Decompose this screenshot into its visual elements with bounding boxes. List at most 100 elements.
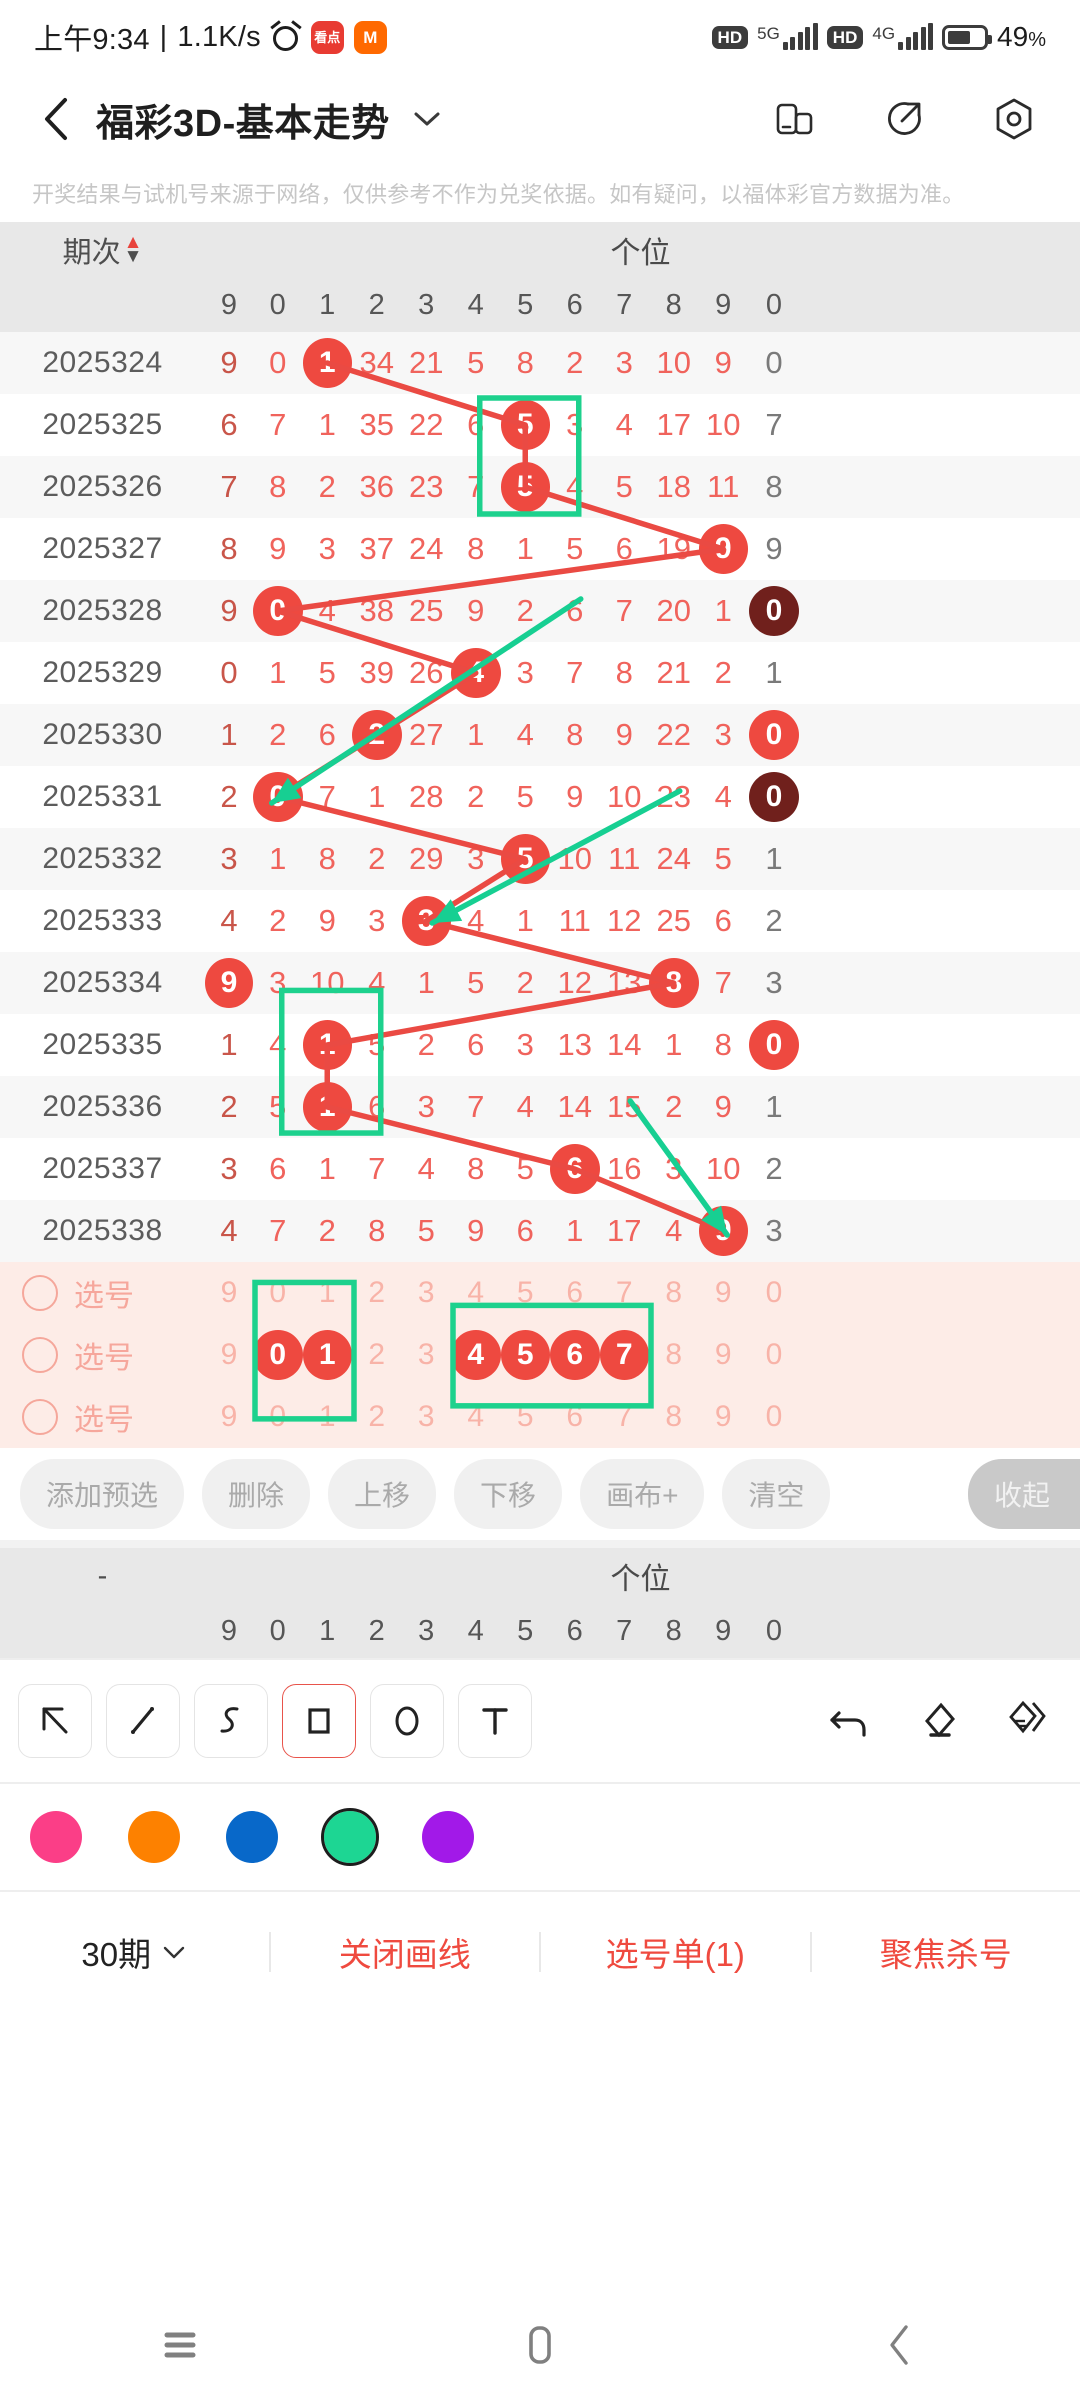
cell-3[interactable]: 22 (409, 407, 444, 442)
cell-8[interactable]: 20 (656, 593, 691, 628)
cell-5[interactable]: 5 (500, 394, 550, 456)
cell-6[interactable]: 8 (566, 717, 584, 752)
chip-收起[interactable]: 收起 (967, 1459, 1080, 1529)
cell-5[interactable]: 1 (516, 903, 534, 938)
cell-5[interactable]: 8 (516, 345, 534, 380)
cell-9[interactable]: 9 (698, 1200, 748, 1262)
cell-3[interactable]: 24 (409, 531, 444, 566)
table-row[interactable]: 2025335 1 4 1 5 2 6 3 13 14 1 8 0 (0, 1014, 1080, 1076)
cell-0[interactable]: 0 (269, 345, 287, 380)
cell-1[interactable]: 1 (318, 1151, 336, 1186)
share-icon[interactable] (880, 95, 928, 143)
cell-4[interactable]: 2 (467, 779, 485, 814)
cell-2[interactable]: 38 (359, 593, 394, 628)
cell-2[interactable]: 7 (368, 1151, 386, 1186)
cell-3[interactable]: 21 (409, 345, 444, 380)
cell-5[interactable]: 4 (516, 717, 534, 752)
table-row[interactable]: 2025325 6 7 1 35 22 6 5 3 4 17 10 7 (0, 394, 1080, 456)
cell-9[interactable]: 7 (714, 965, 732, 1000)
pick-cell-1[interactable]: 1 (302, 1324, 352, 1386)
cell-7[interactable]: 5 (615, 469, 633, 504)
cell-2[interactable]: 36 (359, 469, 394, 504)
cell-6[interactable]: 9 (566, 779, 584, 814)
sort-arrows-icon[interactable]: ▲ ▼ (123, 232, 143, 267)
cell-1[interactable]: 1 (302, 1076, 352, 1138)
pink-swatch[interactable] (30, 1811, 82, 1863)
cell-1[interactable]: 1 (302, 332, 352, 394)
pick-radio-icon[interactable] (22, 1337, 58, 1373)
clear-all-icon[interactable] (988, 1684, 1062, 1758)
cell-7[interactable]: 13 (607, 965, 642, 1000)
chip-清空[interactable]: 清空 (722, 1459, 831, 1529)
column-header-3[interactable]: 3 (418, 288, 435, 321)
cell-8[interactable]: 22 (656, 717, 691, 752)
chevron-down-icon[interactable] (412, 109, 442, 129)
pick-cell-1[interactable]: 1 (318, 1400, 336, 1433)
cell-1[interactable]: 3 (318, 531, 336, 566)
column-header-7[interactable]: 7 (616, 288, 633, 321)
cell-9[interactable]: 9 (714, 1089, 732, 1124)
column-header-9[interactable]: 9 (715, 288, 732, 321)
pick-cell-8[interactable]: 8 (665, 1276, 683, 1309)
pick-cell-0[interactable]: 0 (269, 1400, 287, 1433)
focus-kill-button[interactable]: 聚焦杀号 (879, 1936, 1012, 1973)
cell-7[interactable]: 9 (615, 717, 633, 752)
cell-8[interactable]: 3 (665, 1151, 683, 1186)
cell-3[interactable]: 1 (417, 965, 435, 1000)
cell-2[interactable]: 8 (368, 1213, 386, 1248)
table-row[interactable]: 2025331 2 0 7 1 28 2 5 9 10 23 4 0 (0, 766, 1080, 828)
cell-5[interactable]: 2 (516, 965, 534, 1000)
ellipse-tool-icon[interactable] (370, 1684, 444, 1758)
cell-1[interactable]: 6 (318, 717, 336, 752)
cell-4[interactable]: 6 (467, 1027, 485, 1062)
cell-1[interactable]: 10 (310, 965, 345, 1000)
table-row[interactable]: 2025334 9 3 10 4 1 5 2 12 13 8 7 3 (0, 952, 1080, 1014)
cell-2[interactable]: 35 (359, 407, 394, 442)
cell-2[interactable]: 34 (359, 345, 394, 380)
cell-4[interactable]: 8 (467, 1151, 485, 1186)
pick-cell-6[interactable]: 6 (566, 1400, 584, 1433)
period-header-cell[interactable]: 期次 ▲ ▼ (0, 222, 205, 278)
cell-3[interactable]: 23 (409, 469, 444, 504)
cell-5[interactable]: 2 (516, 593, 534, 628)
column-header-4[interactable]: 4 (467, 288, 484, 321)
green-swatch[interactable] (321, 1808, 379, 1866)
cell-5[interactable]: 5 (516, 1151, 534, 1186)
freehand-tool-icon[interactable] (194, 1684, 268, 1758)
cell-9[interactable]: 5 (714, 841, 732, 876)
pick-cell-3[interactable]: 3 (417, 1276, 435, 1309)
table-row[interactable]: 2025338 4 7 2 8 5 9 6 1 17 4 9 3 (0, 1200, 1080, 1262)
pick-cell-4[interactable]: 4 (451, 1324, 501, 1386)
cell-0[interactable]: 2 (269, 903, 287, 938)
column-header-4[interactable]: 4 (467, 1614, 484, 1647)
pick-cell-2[interactable]: 2 (368, 1400, 386, 1433)
cell-0[interactable]: 4 (269, 1027, 287, 1062)
cell-2[interactable]: 39 (359, 655, 394, 690)
cell-4[interactable]: 5 (467, 345, 485, 380)
cell-5[interactable]: 1 (516, 531, 534, 566)
cell-7[interactable]: 8 (615, 655, 633, 690)
cell-7[interactable]: 17 (607, 1213, 642, 1248)
cell-8[interactable]: 25 (656, 903, 691, 938)
cell-4[interactable]: 3 (467, 841, 485, 876)
cell-0[interactable]: 3 (269, 965, 287, 1000)
pick-row[interactable]: 选号 9 0 1 2 3 4 5 6 7 8 9 0 (0, 1324, 1080, 1386)
pick-cell-0[interactable]: 0 (269, 1276, 287, 1309)
cell-0[interactable]: 6 (269, 1151, 287, 1186)
cell-3[interactable]: 26 (409, 655, 444, 690)
cell-4[interactable]: 4 (467, 903, 485, 938)
cell-5[interactable]: 4 (516, 1089, 534, 1124)
cell-6[interactable]: 11 (558, 903, 591, 938)
cell-3[interactable]: 28 (409, 779, 444, 814)
column-header-5[interactable]: 5 (517, 1614, 534, 1647)
cell-5[interactable]: 5 (516, 779, 534, 814)
chip-添加预选[interactable]: 添加预选 (20, 1459, 185, 1529)
cell-0[interactable]: 7 (269, 407, 287, 442)
cell-4[interactable]: 5 (467, 965, 485, 1000)
cell-2[interactable]: 2 (368, 841, 386, 876)
pick-cell-4[interactable]: 4 (467, 1400, 485, 1433)
cell-8[interactable]: 1 (665, 1027, 683, 1062)
cell-6[interactable]: 6 (550, 1138, 600, 1200)
cell-7[interactable]: 3 (615, 345, 633, 380)
cell-9[interactable]: 9 (698, 518, 748, 580)
